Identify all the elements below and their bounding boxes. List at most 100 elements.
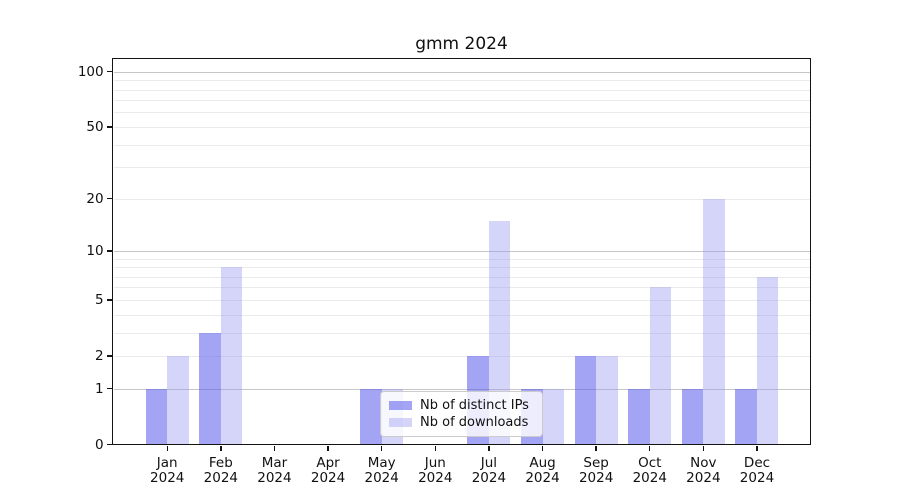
x-tick-label-apr: Apr 2024 xyxy=(288,454,368,486)
y-tickmark-5 xyxy=(106,299,112,301)
x-tickmark-aug xyxy=(541,446,544,452)
gridline-5 xyxy=(113,299,811,301)
bar-downloads-oct xyxy=(649,287,672,445)
legend-item-downloads: Nb of downloads xyxy=(389,414,534,431)
x-label-year: 2024 xyxy=(578,469,614,486)
x-label-year: 2024 xyxy=(525,469,560,486)
y-tick-label-2: 2 xyxy=(95,347,104,364)
x-label-year: 2024 xyxy=(257,469,292,486)
x-label-month: Sep xyxy=(583,454,609,471)
chart-title: gmm 2024 xyxy=(415,34,508,54)
x-tick-label-may: May 2024 xyxy=(342,454,422,486)
x-label-month: Jul xyxy=(480,454,498,471)
x-label-year: 2024 xyxy=(418,469,453,486)
y-tick-label-20: 20 xyxy=(86,190,104,207)
x-tickmark-mar xyxy=(273,446,276,452)
gridline-40 xyxy=(113,144,811,146)
y-tickmark-10 xyxy=(106,250,112,252)
y-tick-label-5: 5 xyxy=(95,291,104,308)
x-tickmark-feb xyxy=(220,446,222,452)
bar-downloads-dec xyxy=(756,276,779,445)
gridline-1 xyxy=(113,388,811,390)
x-tickmark-jul xyxy=(488,446,490,452)
gridline-90 xyxy=(113,80,811,82)
x-label-month: Jan xyxy=(156,454,178,471)
x-tickmark-oct xyxy=(649,446,651,452)
x-label-month: Apr xyxy=(316,454,340,471)
bar-downloads-feb xyxy=(220,267,243,445)
legend-swatch-downloads xyxy=(389,418,412,427)
bar-distinct-ips-nov xyxy=(681,388,704,445)
legend-label-distinct-ips: Nb of distinct IPs xyxy=(420,398,529,413)
gridline-3 xyxy=(113,332,811,334)
x-tick-label-feb: Feb 2024 xyxy=(181,455,261,486)
bar-downloads-jul xyxy=(488,220,511,445)
x-tickmark-dec xyxy=(756,446,758,452)
x-label-year: 2024 xyxy=(686,469,721,486)
y-tick-label-10: 10 xyxy=(86,242,104,259)
x-label-year: 2024 xyxy=(150,469,185,486)
bar-distinct-ips-oct xyxy=(628,388,650,445)
y-tickmark-2 xyxy=(106,355,112,357)
y-tick-label-50: 50 xyxy=(86,118,104,135)
x-tick-label-nov: Nov 2024 xyxy=(663,454,743,486)
x-label-month: Aug xyxy=(529,454,556,471)
x-tickmark-jun xyxy=(434,446,436,452)
x-tick-label-jun: Jun 2024 xyxy=(395,454,475,486)
gridline-6 xyxy=(113,287,811,289)
x-tick-label-dec: Dec 2024 xyxy=(717,455,797,486)
x-tickmark-apr xyxy=(327,446,329,452)
y-tick-label-100: 100 xyxy=(77,63,104,80)
x-label-month: Nov xyxy=(690,454,717,471)
gridline-30 xyxy=(113,167,811,169)
x-label-month: Jun xyxy=(424,454,446,471)
legend: Nb of distinct IPs Nb of downloads xyxy=(380,391,543,437)
y-tickmark-50 xyxy=(106,126,112,128)
x-label-month: Oct xyxy=(638,454,662,471)
legend-item-distinct-ips: Nb of distinct IPs xyxy=(389,397,534,414)
bar-distinct-ips-dec xyxy=(735,388,757,445)
x-label-month: Mar xyxy=(261,454,288,471)
y-tickmark-100 xyxy=(106,70,112,73)
y-tickmark-0 xyxy=(106,443,112,446)
bar-distinct-ips-sep xyxy=(574,355,597,445)
gridline-2 xyxy=(113,355,811,357)
x-label-year: 2024 xyxy=(632,469,667,486)
x-tickmark-jan xyxy=(166,446,168,452)
x-label-year: 2024 xyxy=(739,469,775,486)
gridline-4 xyxy=(113,314,811,316)
gridline-60 xyxy=(113,112,811,114)
x-tick-label-sep: Sep 2024 xyxy=(556,454,636,486)
y-tick-label-1: 1 xyxy=(95,380,104,397)
bar-downloads-nov xyxy=(703,198,725,445)
legend-label-downloads: Nb of downloads xyxy=(420,415,529,430)
y-tickmark-1 xyxy=(106,387,112,390)
x-tick-label-jan: Jan 2024 xyxy=(127,454,207,486)
gridline-10 xyxy=(113,250,811,252)
gridline-50 xyxy=(113,126,811,128)
bar-downloads-jan xyxy=(167,355,189,445)
gridline-7 xyxy=(113,276,811,278)
gridline-20 xyxy=(113,198,811,200)
gridline-100 xyxy=(113,71,811,73)
x-label-year: 2024 xyxy=(471,469,507,486)
x-label-year: 2024 xyxy=(310,469,346,486)
y-tickmark-20 xyxy=(106,197,112,200)
x-tickmark-nov xyxy=(702,446,705,452)
legend-swatch-distinct-ips xyxy=(389,401,412,410)
x-tick-label-oct: Oct 2024 xyxy=(610,454,690,486)
bar-distinct-ips-may xyxy=(360,388,382,445)
x-tickmark-may xyxy=(380,446,383,452)
gridline-9 xyxy=(113,258,811,260)
y-tick-label-0: 0 xyxy=(95,436,104,453)
bar-distinct-ips-feb xyxy=(199,332,221,445)
x-tick-label-jul: Jul 2024 xyxy=(449,454,529,486)
bar-distinct-ips-jan xyxy=(145,388,168,445)
gridline-8 xyxy=(113,267,811,269)
bar-downloads-aug xyxy=(542,388,565,445)
x-tickmark-sep xyxy=(595,446,597,452)
x-label-month: May xyxy=(367,454,396,471)
x-label-year: 2024 xyxy=(364,469,399,486)
gridline-80 xyxy=(113,89,811,91)
